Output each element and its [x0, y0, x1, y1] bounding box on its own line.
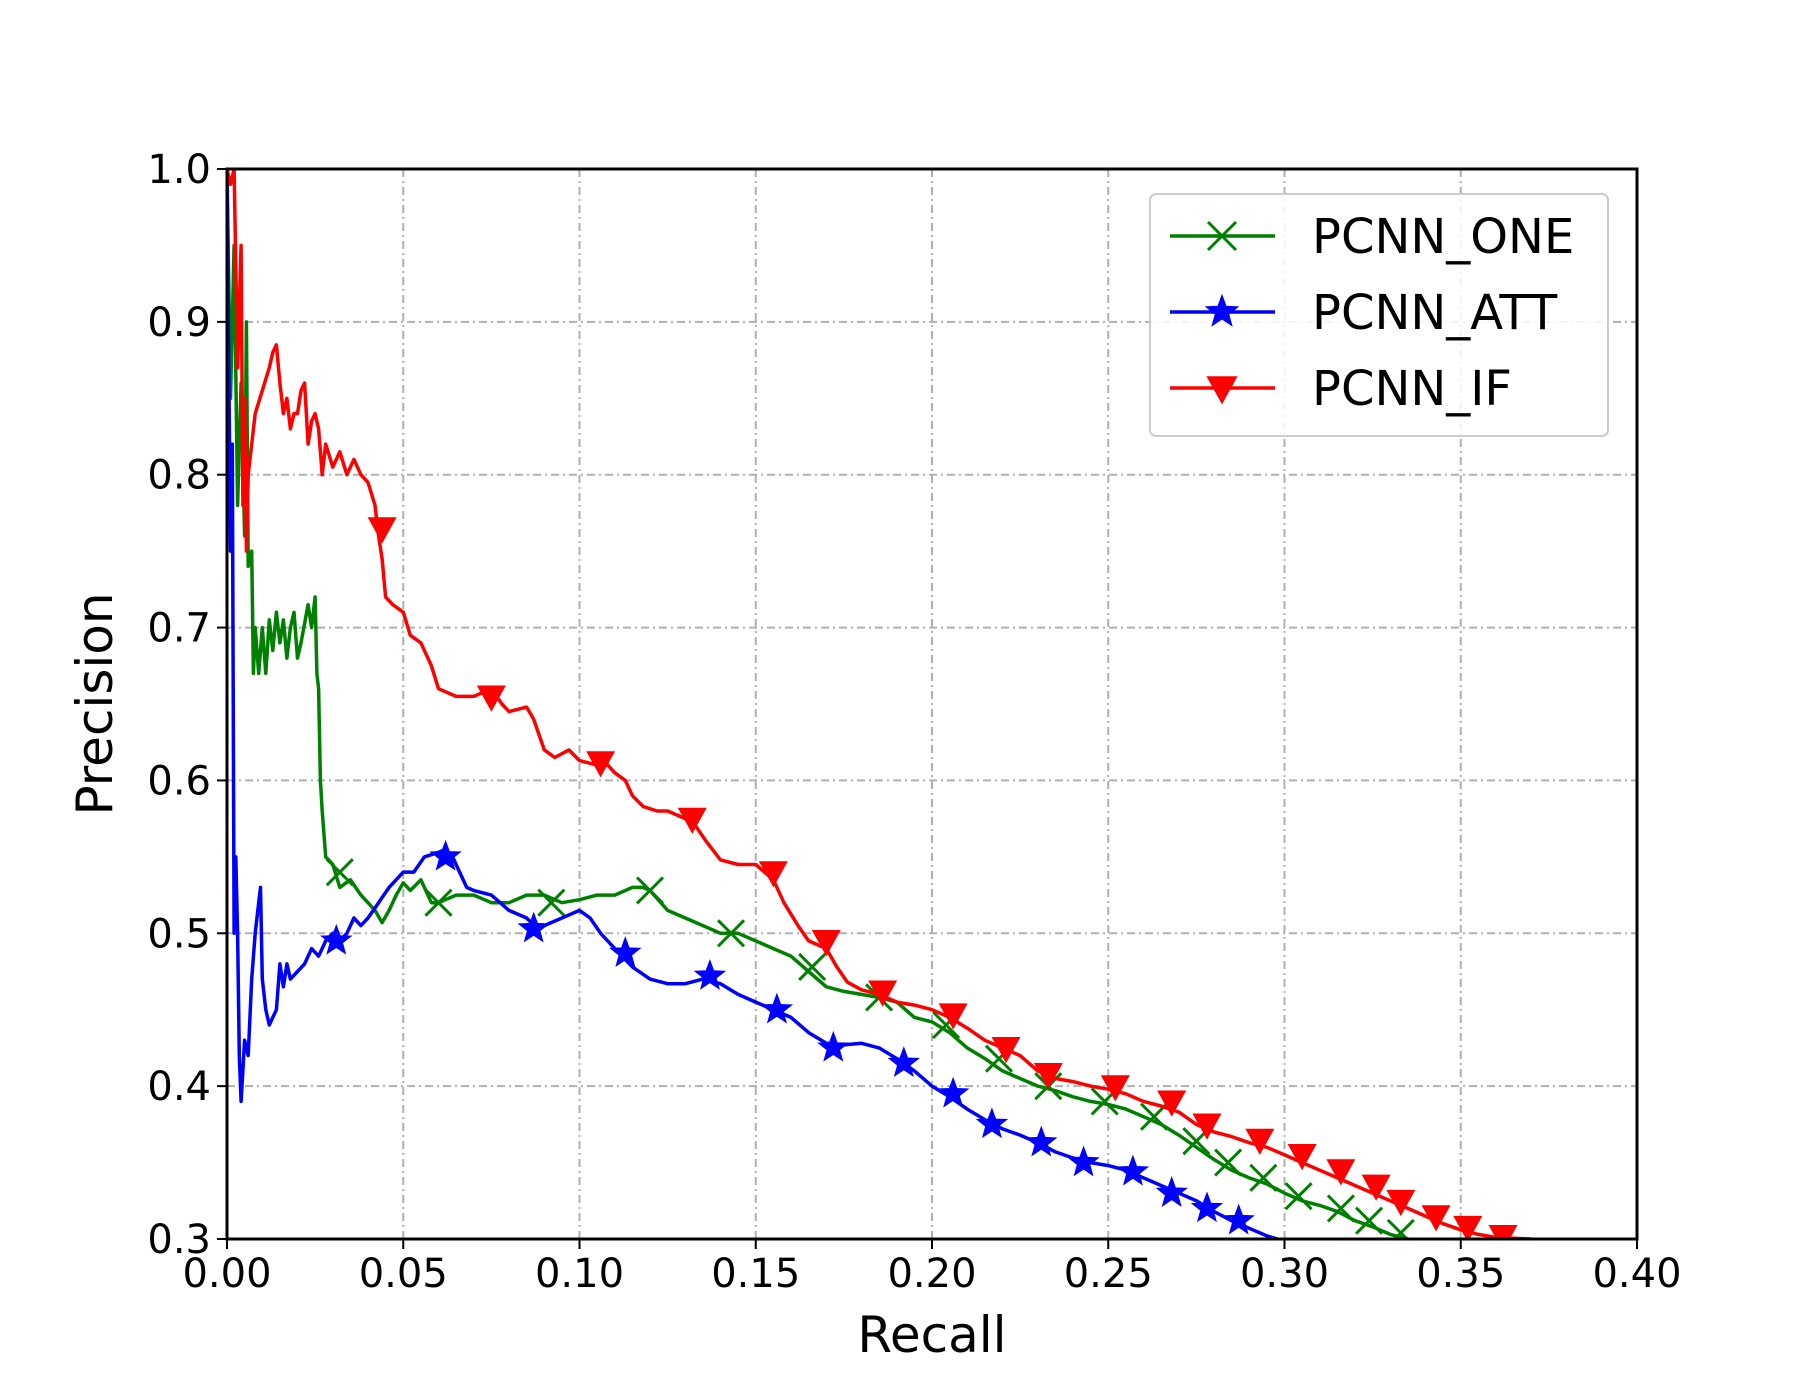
series-marker-pcnn-if — [758, 861, 788, 888]
legend: PCNN_ONE PCNN_ATT PCNN_IF — [1149, 193, 1609, 437]
series-marker-pcnn-one — [1249, 1163, 1278, 1192]
legend-entry-pcnn-if: PCNN_IF — [1170, 361, 1512, 417]
series-marker-pcnn-one — [635, 876, 665, 905]
series-marker-pcnn-one — [1386, 1218, 1415, 1239]
x-tick-label: 0.00 — [182, 1251, 271, 1297]
series-marker-pcnn-att — [320, 923, 353, 955]
series-marker-pcnn-if — [367, 517, 397, 544]
series-marker-pcnn-if — [1157, 1090, 1187, 1117]
series-pcnn-if — [227, 169, 1532, 1239]
series-marker-pcnn-att — [760, 992, 794, 1024]
series-marker-pcnn-one — [1214, 1148, 1243, 1177]
y-tick-label: 0.4 — [147, 1064, 211, 1110]
y-tick-label: 0.5 — [147, 911, 211, 957]
series-marker-pcnn-one — [537, 888, 566, 917]
series-marker-pcnn-if — [1361, 1174, 1391, 1201]
series-marker-pcnn-one — [798, 952, 827, 981]
series-marker-pcnn-att — [936, 1076, 970, 1108]
series-line-pcnn-one — [227, 169, 1409, 1239]
series-marker-pcnn-one — [1355, 1206, 1384, 1235]
series-layer — [227, 169, 1532, 1239]
series-marker-pcnn-if — [1192, 1113, 1222, 1140]
x-tick-label: 0.05 — [359, 1251, 448, 1297]
series-marker-pcnn-if — [1287, 1144, 1317, 1171]
series-marker-pcnn-one — [717, 919, 746, 948]
series-marker-pcnn-if — [938, 1003, 968, 1030]
x-tick-label: 0.35 — [1416, 1251, 1505, 1297]
legend-marker-pcnn-att — [1204, 293, 1240, 327]
y-tick-label: 0.8 — [147, 453, 211, 499]
series-marker-pcnn-one — [325, 858, 354, 887]
y-axis-label: Precision — [66, 592, 124, 815]
series-marker-pcnn-one — [1326, 1194, 1355, 1223]
series-pcnn-att — [227, 169, 1278, 1239]
grid-lines — [227, 169, 1637, 1239]
series-marker-pcnn-if — [1421, 1205, 1451, 1232]
legend-marker-pcnn-one — [1206, 220, 1238, 252]
series-marker-pcnn-one — [1284, 1182, 1313, 1211]
series-marker-pcnn-if — [991, 1037, 1021, 1064]
series-marker-pcnn-att — [975, 1107, 1009, 1139]
x-tick-label: 0.25 — [1064, 1251, 1153, 1297]
legend-label-pcnn-if: PCNN_IF — [1312, 361, 1512, 417]
axis-ticks: 0.00 0.05 0.10 0.15 0.20 0.25 0.30 0.35 0.40 0.3 0… — [147, 147, 1681, 1297]
series-marker-pcnn-att — [1116, 1154, 1150, 1186]
series-marker-pcnn-if — [586, 751, 616, 778]
series-marker-pcnn-att — [1025, 1125, 1058, 1157]
legend-entry-pcnn-att: PCNN_ATT — [1170, 285, 1558, 341]
series-line-pcnn-att — [227, 169, 1278, 1239]
y-tick-label: 0.7 — [147, 606, 211, 652]
x-tick-label: 0.40 — [1592, 1251, 1681, 1297]
series-marker-pcnn-if — [1100, 1075, 1130, 1102]
legend-label-pcnn-att: PCNN_ATT — [1312, 285, 1558, 341]
series-marker-pcnn-att — [517, 911, 550, 943]
y-tick-label: 1.0 — [147, 147, 211, 193]
series-marker-pcnn-if — [1033, 1063, 1063, 1090]
x-tick-label: 0.15 — [711, 1251, 800, 1297]
series-marker-pcnn-if — [476, 685, 506, 712]
legend-box — [1149, 193, 1609, 437]
series-marker-pcnn-att — [429, 839, 462, 871]
series-marker-pcnn-att — [609, 936, 642, 967]
series-marker-pcnn-att — [1067, 1145, 1100, 1177]
series-marker-pcnn-one — [424, 888, 453, 917]
legend-entry-pcnn-one: PCNN_ONE — [1170, 209, 1574, 265]
series-marker-pcnn-att — [1190, 1191, 1224, 1223]
y-tick-label: 0.9 — [147, 300, 211, 346]
x-tick-label: 0.10 — [535, 1251, 624, 1297]
series-marker-pcnn-if — [677, 807, 707, 834]
series-marker-pcnn-att — [1222, 1203, 1255, 1235]
series-marker-pcnn-if — [1453, 1215, 1483, 1239]
y-tick-label: 0.3 — [147, 1217, 211, 1263]
series-marker-pcnn-att — [817, 1030, 850, 1062]
series-marker-pcnn-if — [868, 980, 898, 1007]
series-marker-pcnn-if — [1386, 1189, 1416, 1217]
series-marker-pcnn-if — [811, 930, 841, 957]
series-marker-pcnn-att — [1155, 1176, 1188, 1207]
series-marker-pcnn-if — [1245, 1128, 1275, 1155]
legend-marker-pcnn-if — [1206, 376, 1238, 405]
x-tick-label: 0.20 — [887, 1251, 976, 1297]
x-axis-label: Recall — [857, 1306, 1006, 1364]
series-line-pcnn-if — [227, 169, 1532, 1239]
x-tick-label: 0.30 — [1240, 1251, 1329, 1297]
series-marker-pcnn-if — [1326, 1159, 1356, 1186]
y-tick-label: 0.6 — [147, 758, 211, 804]
series-marker-pcnn-att — [693, 959, 727, 990]
legend-label-pcnn-one: PCNN_ONE — [1312, 209, 1574, 265]
series-marker-pcnn-att — [887, 1046, 920, 1077]
